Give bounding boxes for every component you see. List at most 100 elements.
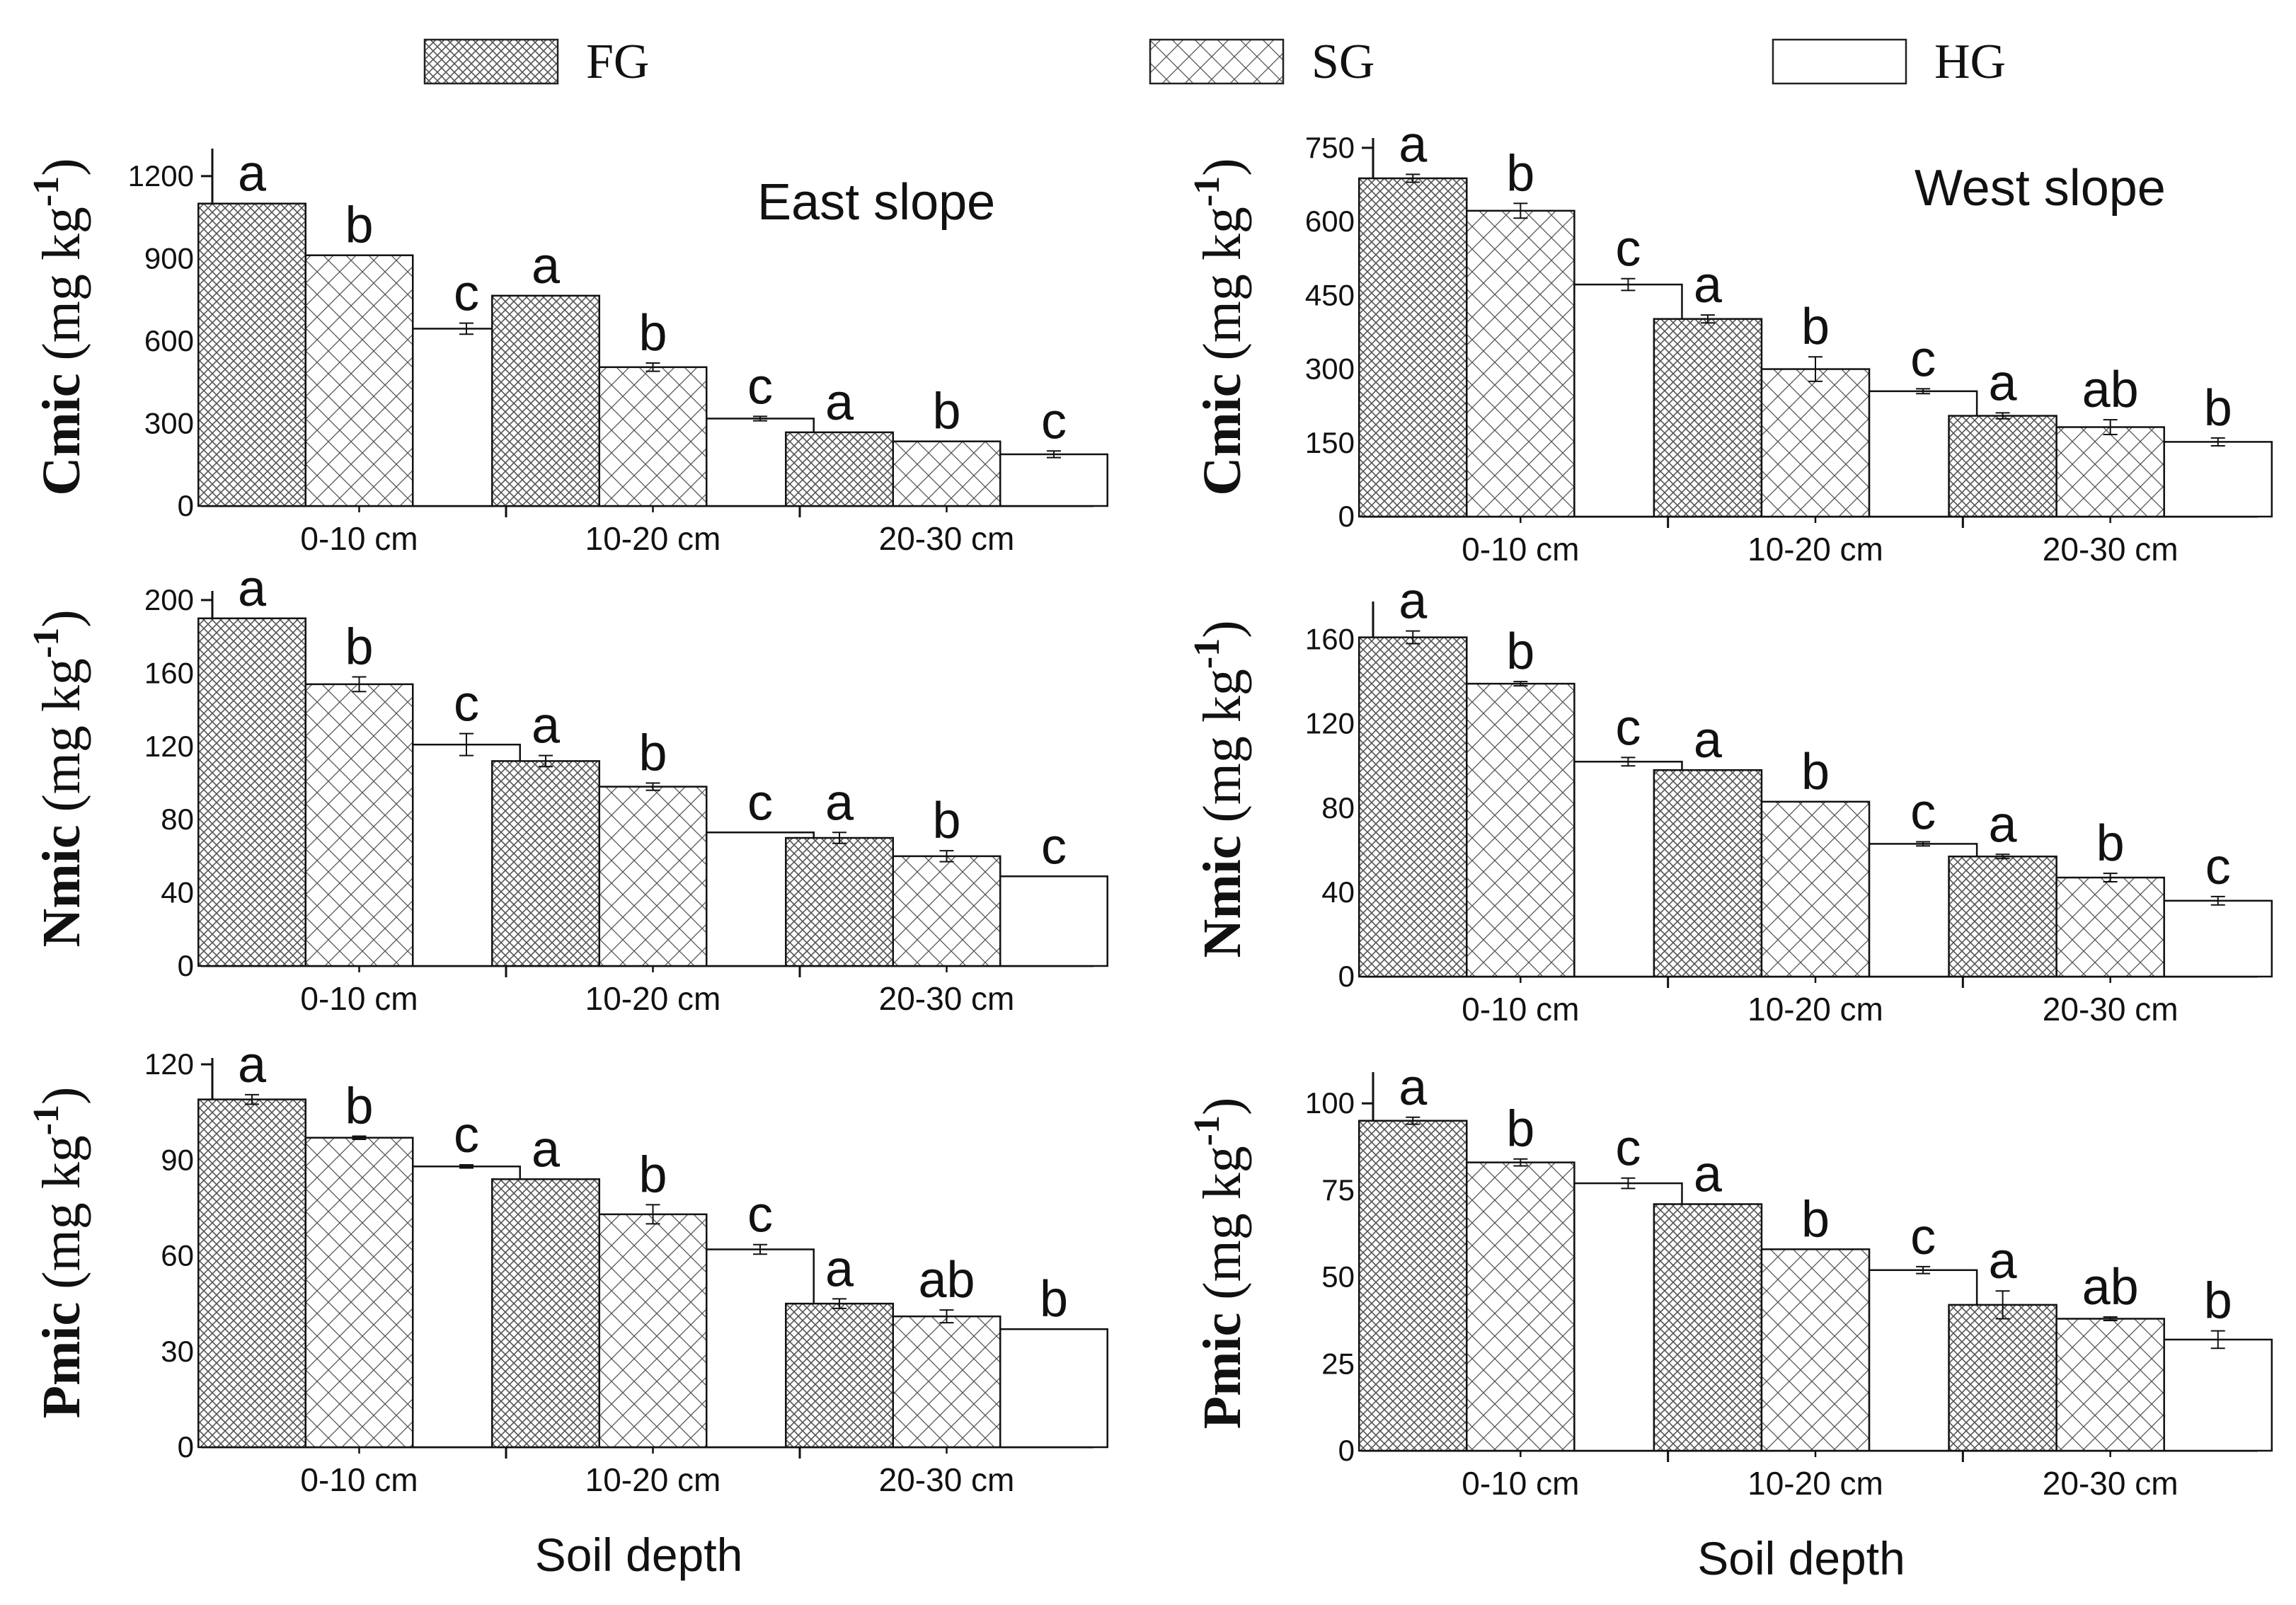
x-tick-label: 20-30 cm (2043, 531, 2179, 568)
legend-swatch-sg (1149, 38, 1285, 85)
significance-letter: a (238, 560, 267, 617)
legend-label-fg: FG (586, 35, 649, 89)
y-tick-label: 100 (1305, 1086, 1355, 1120)
x-axis-label: Soil depth (1697, 1532, 1905, 1584)
legend-label-hg: HG (1934, 35, 2006, 89)
legend-swatch-hg (1772, 38, 1907, 85)
significance-letter: a (1399, 573, 1428, 630)
bar-sg (1466, 209, 1575, 518)
significance-letter: ab (918, 1252, 975, 1308)
bar-fg (491, 294, 601, 507)
y-label-unit: (mg kg (1193, 1146, 1252, 1299)
significance-letter: b (345, 619, 373, 676)
bar-sg (304, 683, 414, 967)
significance-letter: b (1506, 1101, 1534, 1158)
y-tick-label: 40 (161, 876, 194, 909)
significance-letter: b (345, 197, 373, 254)
y-tick-label: 900 (144, 241, 194, 275)
bar-fg (1357, 636, 1468, 978)
x-tick-label: 10-20 cm (585, 520, 721, 557)
y-label-quantity: Pmic (1193, 1313, 1252, 1429)
y-tick-label: 120 (1305, 707, 1355, 740)
significance-letter: b (2204, 380, 2232, 437)
y-label-exponent: -1 (1187, 638, 1227, 669)
x-tick-label: 20-30 cm (879, 520, 1015, 557)
y-tick-label: 120 (144, 730, 194, 763)
y-tick-label: 75 (1321, 1173, 1355, 1207)
bar-sg (598, 366, 708, 507)
significance-letter: b (2204, 1273, 2232, 1330)
bar-fg (197, 1098, 307, 1449)
significance-letter: a (1694, 257, 1723, 313)
slope-annotation: West slope (1915, 160, 2166, 217)
y-axis-label: Nmic (mg kg-1) (26, 609, 91, 947)
y-label-unit: (mg kg (32, 658, 91, 812)
significance-letter: b (638, 1146, 667, 1203)
y-tick-label: 90 (161, 1143, 194, 1176)
bar-hg (999, 1328, 1108, 1449)
legend-swatch-fg (423, 38, 559, 85)
y-tick-label: 30 (161, 1335, 194, 1368)
bar-fg (785, 431, 895, 507)
significance-letter: a (1694, 1146, 1723, 1203)
bar-fg (785, 1302, 895, 1449)
significance-letter: a (1989, 355, 2018, 411)
bar-hg (999, 875, 1108, 967)
bar-hg (999, 453, 1108, 507)
y-tick-label: 750 (1305, 131, 1355, 164)
x-tick-label: 0-10 cm (300, 980, 418, 1017)
bar-hg (2163, 899, 2273, 978)
legend: FG SG HG (423, 35, 2006, 89)
bar-fg (1948, 415, 2057, 518)
significance-letter: a (825, 374, 854, 431)
significance-letter: b (1040, 1271, 1068, 1328)
x-tick-label: 0-10 cm (1462, 991, 1579, 1028)
y-label-exponent: -1 (1187, 176, 1227, 207)
panel-west-nmic: 0 40 80 120 160 Nmic (mg kg-1) 0-10 cm a b c 10-20 … (1187, 573, 2273, 1028)
significance-letter: c (1615, 699, 1641, 756)
bar-sg (304, 254, 414, 507)
significance-letter: c (1910, 783, 1936, 840)
significance-letter: c (1041, 393, 1067, 449)
x-axis-label: Soil depth (535, 1529, 743, 1581)
x-tick-label: 0-10 cm (1462, 531, 1579, 568)
significance-letter: b (1801, 1191, 1830, 1248)
bar-sg (892, 1315, 1001, 1449)
y-axis-label: Cmic (mg kg-1) (1187, 158, 1252, 495)
significance-letter: a (1989, 1233, 2018, 1289)
significance-letter: b (932, 384, 960, 440)
significance-letter: a (532, 238, 561, 294)
y-tick-label: 150 (1305, 426, 1355, 459)
bar-fg (1948, 1304, 2057, 1452)
bar-sg (2055, 1318, 2165, 1452)
y-tick-label: 80 (1321, 791, 1355, 824)
y-tick-label: 1200 (128, 159, 194, 192)
bar-sg (1466, 1161, 1575, 1452)
bar-sg (2055, 876, 2165, 978)
significance-letter: ab (2082, 1259, 2139, 1316)
y-tick-label: 0 (1338, 500, 1355, 533)
significance-letter: c (1910, 330, 1936, 387)
x-tick-label: 10-20 cm (585, 1461, 721, 1498)
y-label-exponent: -1 (26, 628, 67, 658)
significance-letter: a (1694, 712, 1723, 769)
y-label-quantity: Nmic (1193, 836, 1252, 958)
significance-letter: a (238, 1037, 267, 1093)
bar-fg (1653, 769, 1763, 978)
y-label-unit: (mg kg (32, 1135, 91, 1289)
legend-label-sg: SG (1311, 35, 1374, 89)
y-label-close: ) (32, 609, 91, 627)
bar-sg (598, 786, 708, 967)
y-tick-label: 300 (144, 406, 194, 439)
y-label-close: ) (1193, 1098, 1252, 1115)
significance-letter: b (1506, 145, 1534, 202)
y-tick-label: 50 (1321, 1260, 1355, 1294)
bar-fg (1653, 1203, 1763, 1452)
significance-letter: c (747, 774, 773, 831)
bar-sg (1466, 682, 1575, 978)
y-tick-label: 600 (1305, 205, 1355, 238)
bar-sg (1760, 1248, 1871, 1452)
y-tick-label: 0 (178, 489, 194, 522)
